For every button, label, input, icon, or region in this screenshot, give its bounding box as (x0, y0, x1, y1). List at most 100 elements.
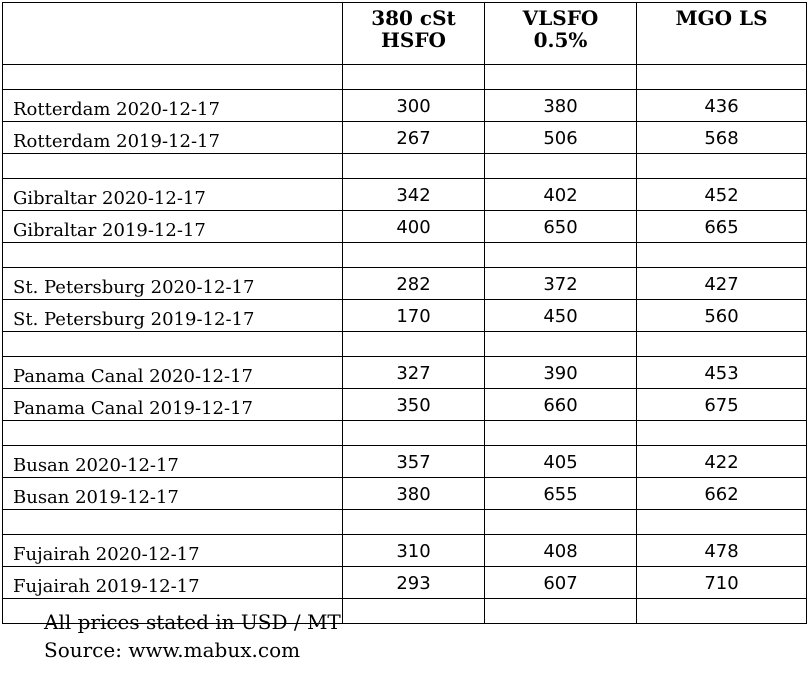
table-row: Gibraltar 2020-12-17 342 402 452 (2, 178, 807, 211)
vlsfo-value: 390 (484, 356, 637, 389)
port-date-label: Rotterdam 2020-12-17 (2, 89, 343, 122)
empty-cell (342, 598, 485, 624)
vlsfo-value: 506 (484, 121, 637, 154)
empty-cell (342, 420, 485, 446)
hsfo-value: 342 (342, 178, 485, 211)
empty-cell (484, 331, 637, 357)
mgo-value: 560 (636, 299, 807, 332)
port-date-label: Gibraltar 2020-12-17 (2, 178, 343, 211)
header-row: 380 cSt HSFO VLSFO 0.5% MGO LS (2, 2, 807, 65)
port-date-label: St. Petersburg 2019-12-17 (2, 299, 343, 332)
empty-cell (636, 509, 807, 535)
header-mgo: MGO LS (636, 2, 807, 65)
mgo-value: 427 (636, 267, 807, 300)
table-row: Rotterdam 2019-12-17 267 506 568 (2, 121, 807, 154)
header-vlsfo: VLSFO 0.5% (484, 2, 637, 65)
empty-cell (636, 64, 807, 90)
vlsfo-value: 408 (484, 534, 637, 567)
empty-cell (484, 420, 637, 446)
bunker-price-table: 380 cSt HSFO VLSFO 0.5% MGO LS Rotterdam… (2, 2, 807, 624)
table-row: St. Petersburg 2020-12-17 282 372 427 (2, 267, 807, 300)
mgo-value: 436 (636, 89, 807, 122)
price-table-container: 380 cSt HSFO VLSFO 0.5% MGO LS Rotterdam… (2, 2, 807, 624)
spacer-row (2, 331, 807, 357)
empty-cell (342, 64, 485, 90)
mgo-value: 453 (636, 356, 807, 389)
empty-cell (2, 64, 343, 90)
table-row: Fujairah 2020-12-17 310 408 478 (2, 534, 807, 567)
vlsfo-value: 372 (484, 267, 637, 300)
empty-cell (484, 509, 637, 535)
table-row: Panama Canal 2019-12-17 350 660 675 (2, 388, 807, 421)
table-row: St. Petersburg 2019-12-17 170 450 560 (2, 299, 807, 332)
port-date-label: Busan 2020-12-17 (2, 445, 343, 478)
mgo-value: 568 (636, 121, 807, 154)
table-row: Busan 2020-12-17 357 405 422 (2, 445, 807, 478)
vlsfo-value: 380 (484, 89, 637, 122)
header-hsfo-line-2: HSFO (381, 28, 446, 52)
empty-cell (2, 598, 343, 624)
port-date-label: Panama Canal 2019-12-17 (2, 388, 343, 421)
port-date-label: Gibraltar 2019-12-17 (2, 210, 343, 243)
table-row: Rotterdam 2020-12-17 300 380 436 (2, 89, 807, 122)
hsfo-value: 293 (342, 566, 485, 599)
header-hsfo: 380 cSt HSFO (342, 2, 485, 65)
empty-cell (484, 153, 637, 179)
vlsfo-value: 655 (484, 477, 637, 510)
spacer-row (2, 64, 807, 90)
empty-cell (342, 331, 485, 357)
table-notes: All prices stated in USD / MT Source: ww… (44, 608, 341, 664)
hsfo-value: 357 (342, 445, 485, 478)
empty-cell (2, 509, 343, 535)
spacer-row (2, 509, 807, 535)
hsfo-value: 170 (342, 299, 485, 332)
header-hsfo-line-1: 380 cSt (371, 6, 456, 30)
hsfo-value: 300 (342, 89, 485, 122)
header-vlsfo-line-1: VLSFO (522, 6, 599, 30)
table-row: Gibraltar 2019-12-17 400 650 665 (2, 210, 807, 243)
table-body: Rotterdam 2020-12-17 300 380 436 Rotterdam 2… (2, 64, 807, 624)
hsfo-value: 267 (342, 121, 485, 154)
empty-cell (2, 331, 343, 357)
empty-cell (636, 242, 807, 268)
vlsfo-value: 402 (484, 178, 637, 211)
header-mgo-line-1: MGO LS (675, 6, 768, 30)
empty-cell (484, 242, 637, 268)
header-cell-empty (2, 2, 343, 65)
spacer-row (2, 242, 807, 268)
hsfo-value: 350 (342, 388, 485, 421)
vlsfo-value: 660 (484, 388, 637, 421)
port-date-label: Panama Canal 2020-12-17 (2, 356, 343, 389)
mgo-value: 422 (636, 445, 807, 478)
mgo-value: 665 (636, 210, 807, 243)
hsfo-value: 282 (342, 267, 485, 300)
vlsfo-value: 450 (484, 299, 637, 332)
port-date-label: St. Petersburg 2020-12-17 (2, 267, 343, 300)
port-date-label: Busan 2019-12-17 (2, 477, 343, 510)
spacer-row (2, 153, 807, 179)
empty-cell (636, 420, 807, 446)
empty-cell (342, 153, 485, 179)
empty-cell (636, 153, 807, 179)
empty-cell (342, 509, 485, 535)
header-vlsfo-line-2: 0.5% (533, 28, 588, 52)
empty-cell (342, 242, 485, 268)
port-date-label: Fujairah 2019-12-17 (2, 566, 343, 599)
units-note: All prices stated in USD / MT (44, 610, 341, 634)
mgo-value: 675 (636, 388, 807, 421)
mgo-value: 662 (636, 477, 807, 510)
empty-cell (2, 242, 343, 268)
vlsfo-value: 607 (484, 566, 637, 599)
vlsfo-value: 650 (484, 210, 637, 243)
mgo-value: 478 (636, 534, 807, 567)
table-row: Fujairah 2019-12-17 293 607 710 (2, 566, 807, 599)
mgo-value: 710 (636, 566, 807, 599)
port-date-label: Rotterdam 2019-12-17 (2, 121, 343, 154)
empty-cell (2, 153, 343, 179)
hsfo-value: 400 (342, 210, 485, 243)
table-row: Busan 2019-12-17 380 655 662 (2, 477, 807, 510)
empty-cell (2, 420, 343, 446)
source-note: Source: www.mabux.com (44, 638, 301, 662)
empty-cell (636, 598, 807, 624)
empty-cell (484, 598, 637, 624)
